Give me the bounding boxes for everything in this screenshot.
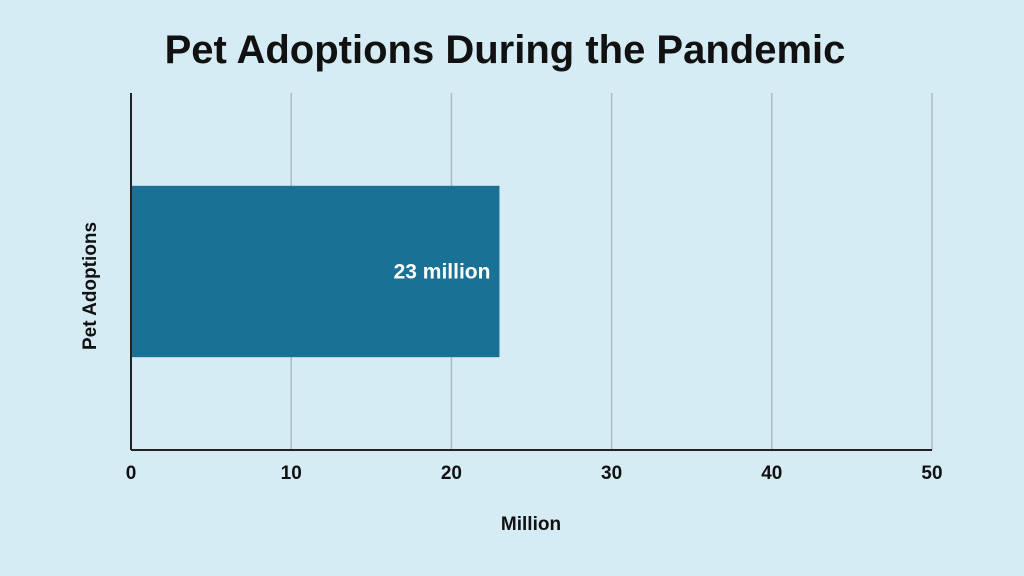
x-tick-label: 40 [761, 463, 782, 484]
x-axis-label: Million [501, 514, 561, 535]
y-axis-label: Pet Adoptions [80, 222, 101, 350]
x-tick-labels: 0 10 20 30 40 50 [126, 463, 943, 484]
data-label: 23 million [394, 261, 491, 284]
x-tick-label: 50 [921, 463, 942, 484]
x-tick-label: 30 [601, 463, 622, 484]
gridlines [290, 93, 933, 450]
x-tick-label: 10 [281, 463, 302, 484]
x-tick-label: 20 [441, 463, 462, 484]
bar [131, 185, 500, 358]
chart-title: Pet Adoptions During the Pandemic [165, 28, 846, 72]
x-tick-label: 0 [126, 463, 137, 484]
bars [131, 185, 500, 358]
data-labels: 23 million [394, 261, 491, 284]
